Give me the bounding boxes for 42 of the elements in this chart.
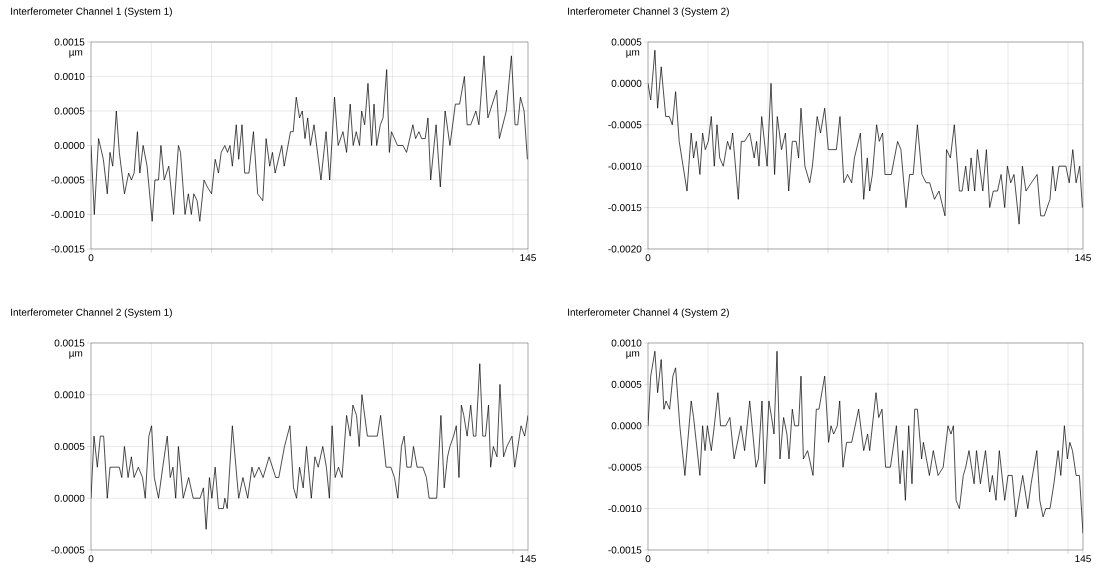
y-tick-label: 0.0005 (611, 380, 642, 388)
chart-title: Interferometer Channel 1 (System 1) (11, 7, 172, 17)
x-tick-label: 145 (520, 555, 536, 563)
y-tick-label: 0.0005 (54, 107, 85, 115)
y-axis-title: µm (626, 351, 640, 359)
y-tick-label: -0.0010 (51, 210, 85, 219)
x-tick-label: 145 (1075, 254, 1091, 262)
y-tick-label: -0.0015 (51, 245, 85, 253)
y-tick-label: 0.0000 (611, 79, 642, 87)
x-tick-label: 0 (88, 254, 94, 262)
line-series (91, 55, 528, 222)
y-axis-title: µm (69, 50, 83, 58)
y-tick-label: -0.0020 (608, 245, 642, 253)
y-tick-label: 0.0010 (54, 72, 85, 81)
y-tick-label: -0.0010 (608, 505, 642, 513)
y-tick-label: -0.0015 (608, 546, 642, 554)
line-series (91, 363, 528, 530)
y-axis-title: µm (626, 50, 640, 58)
y-tick-label: 0.0000 (611, 422, 642, 430)
x-tick-label: 0 (88, 555, 94, 563)
y-tick-label: -0.0005 (51, 176, 85, 184)
y-tick-label: -0.0005 (608, 121, 642, 129)
chart-title: Interferometer Channel 3 (System 2) (568, 7, 729, 17)
chart-title: Interferometer Channel 4 (System 2) (568, 308, 729, 318)
x-tick-label: 0 (645, 555, 651, 563)
y-axis-title: µm (69, 351, 83, 359)
y-tick-label: -0.0005 (608, 463, 642, 471)
y-tick-label: -0.0015 (608, 204, 642, 212)
chart-title: Interferometer Channel 2 (System 1) (11, 308, 172, 318)
y-tick-label: 0.0015 (54, 339, 85, 347)
y-tick-label: 0.0010 (611, 339, 642, 347)
y-tick-label: 0.0015 (54, 38, 85, 46)
y-tick-label: -0.0010 (608, 162, 642, 170)
y-tick-label: 0.0000 (54, 494, 85, 502)
y-tick-label: -0.0005 (51, 546, 85, 554)
y-tick-label: 0.0010 (54, 391, 85, 399)
x-tick-label: 0 (645, 254, 651, 262)
y-tick-label: 0.0000 (54, 141, 85, 150)
x-tick-label: 145 (520, 254, 536, 262)
y-tick-label: 0.0005 (611, 38, 642, 46)
y-tick-label: 0.0005 (54, 442, 85, 451)
x-tick-label: 145 (1075, 555, 1091, 563)
